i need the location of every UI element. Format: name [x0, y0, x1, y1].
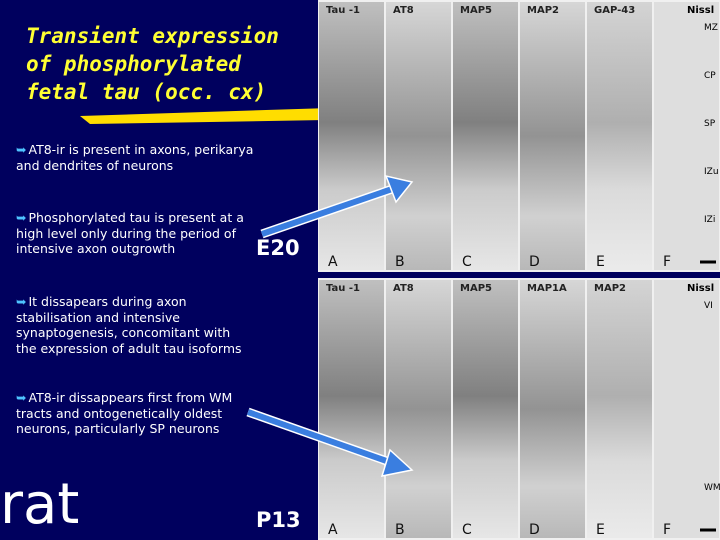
micrograph-column — [587, 2, 652, 270]
panel-letter: A — [328, 522, 338, 538]
micrograph-background — [318, 0, 720, 272]
panel-letter: F — [663, 522, 671, 538]
panel-letter: D — [529, 522, 540, 538]
panel-letter: C — [462, 522, 472, 538]
column-label: AT8 — [393, 283, 414, 294]
age-label: E20 — [256, 236, 300, 260]
micrograph-background — [318, 278, 720, 540]
age-label: P13 — [256, 508, 301, 532]
micrograph-column — [654, 280, 719, 538]
column-label: MAP2 — [594, 283, 626, 294]
column-label: GAP-43 — [594, 5, 635, 16]
column-label: AT8 — [393, 5, 414, 16]
column-label: Tau -1 — [326, 5, 360, 16]
panel-letter: E — [596, 522, 605, 538]
micrograph-column — [453, 2, 518, 270]
micrograph-column — [319, 280, 384, 538]
micrograph-column — [654, 2, 719, 270]
micrograph-column — [386, 280, 451, 538]
column-label: MAP5 — [460, 5, 492, 16]
title-line: fetal tau (occ. cx) — [26, 80, 267, 104]
micrograph-column — [520, 280, 585, 538]
micrograph-column — [453, 280, 518, 538]
panel-letter: C — [462, 254, 472, 270]
column-label: Nissl — [687, 5, 714, 16]
panel-letter: F — [663, 254, 671, 270]
panel-letter: B — [395, 522, 405, 538]
column-label: Tau -1 — [326, 283, 360, 294]
arrow — [246, 407, 414, 477]
slide-title: Transient expression of phosphorylated fet… — [26, 22, 279, 106]
arrow — [260, 174, 414, 239]
micrograph-column — [520, 2, 585, 270]
micrograph-column — [319, 2, 384, 270]
title-line: of phosphorylated — [26, 52, 241, 76]
panel-letter: B — [395, 254, 405, 270]
bullet: It dissapears during axon stabilisation … — [16, 294, 254, 356]
panel-letter: A — [328, 254, 338, 270]
panel-letter: D — [529, 254, 540, 270]
layer-label: VI — [704, 301, 713, 311]
layer-label: IZu — [704, 167, 719, 177]
bullet: Phosphorylated tau is present at a high … — [16, 210, 254, 257]
bullet: AT8-ir dissappears first from WM tracts … — [16, 390, 254, 437]
highlight-stroke — [80, 108, 330, 124]
bullet: AT8-ir is present in axons, perikarya an… — [16, 142, 254, 173]
micrograph-column — [386, 2, 451, 270]
layer-label: WM — [704, 483, 720, 493]
species-label: rat — [0, 472, 80, 537]
column-label: MAP5 — [460, 283, 492, 294]
layer-label: MZ — [704, 23, 718, 33]
layer-label: IZi — [704, 215, 715, 225]
column-label: MAP2 — [527, 5, 559, 16]
micrograph-column — [587, 280, 652, 538]
layer-label: CP — [704, 71, 716, 81]
column-label: MAP1A — [527, 283, 567, 294]
layer-label: SP — [704, 119, 716, 129]
micrographs: Tau -1 A AT8 B MAP5 C MAP2 D GAP-43 E Nissl F MZ CP SP… — [318, 0, 720, 540]
column-label: Nissl — [687, 283, 714, 294]
title-line: Transient expression — [26, 24, 279, 48]
panel-letter: E — [596, 254, 605, 270]
